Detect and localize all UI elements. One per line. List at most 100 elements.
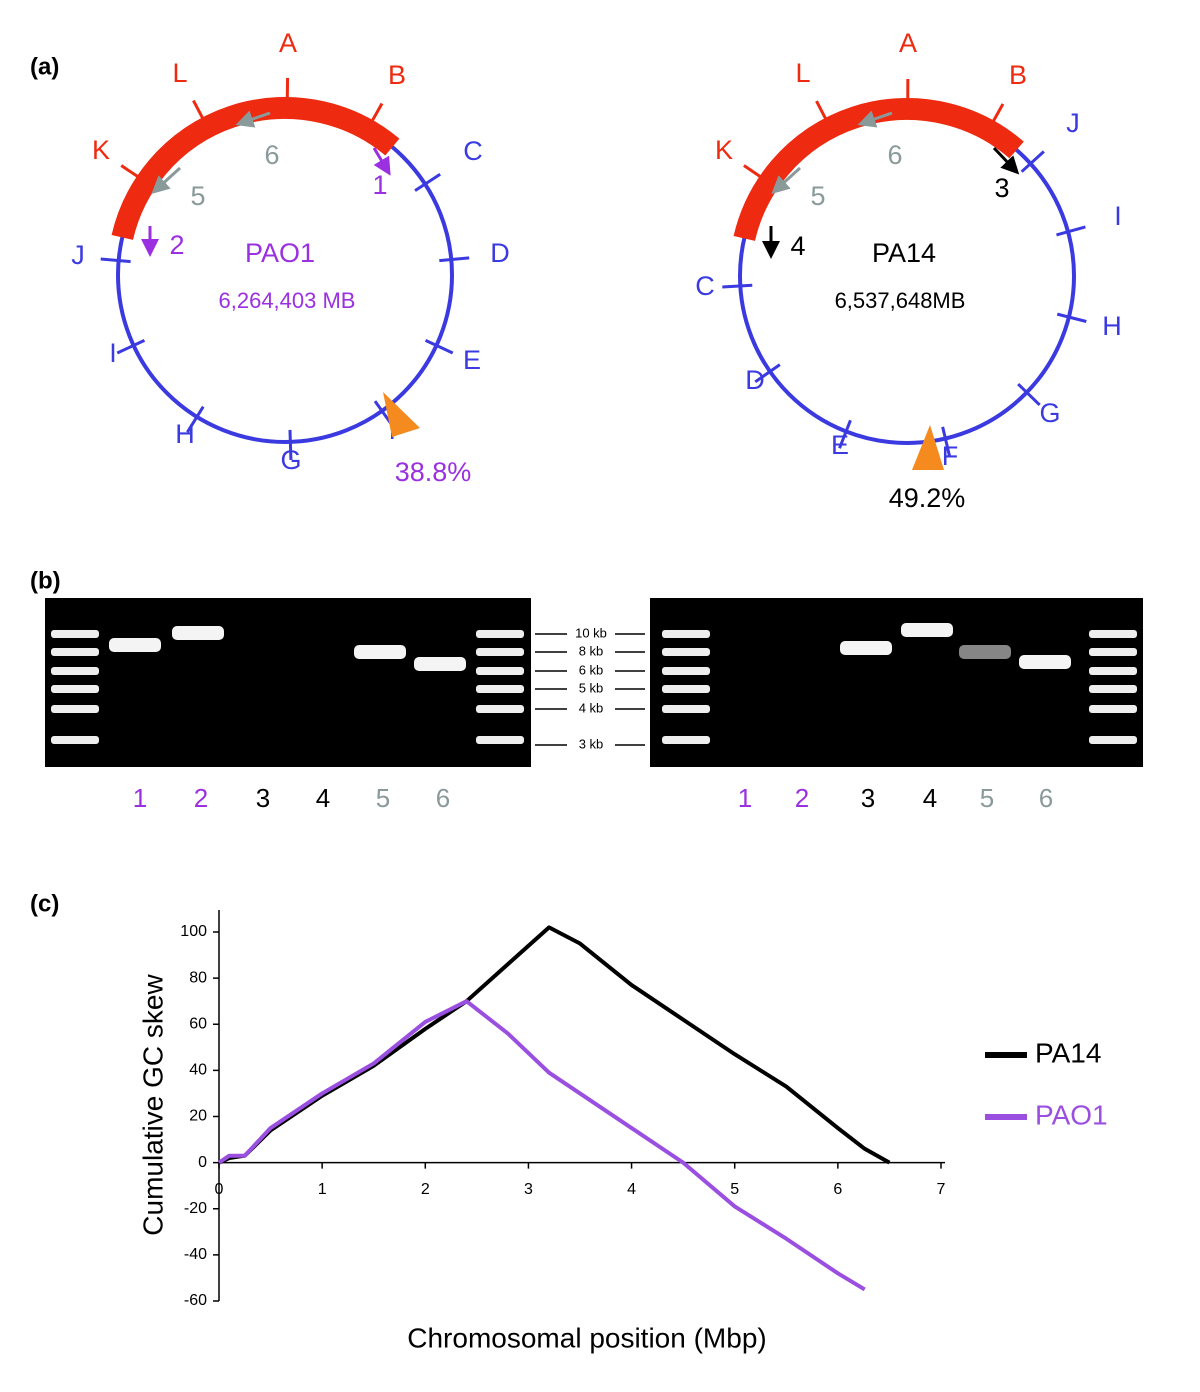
x-tick-label: 7 [937,1181,946,1198]
region-label: G [280,445,301,475]
x-tick-label: 6 [833,1181,842,1198]
ladder-band [476,667,524,675]
sample-band [901,623,953,637]
sample-band [354,645,406,659]
region-tick [121,166,139,178]
lane-label: 3 [256,783,270,813]
y-tick-label: 80 [189,969,207,986]
region-tick [193,101,203,120]
lane-label: 3 [861,783,875,813]
y-tick-label: 40 [189,1062,207,1079]
panel-label: (a) [30,53,59,80]
lane-label: 6 [436,783,450,813]
legend-label: PA14 [1035,1037,1101,1068]
series-line [219,1001,865,1289]
legend-label: PAO1 [1035,1099,1108,1130]
gel [650,598,1143,767]
sample-band [840,641,892,655]
y-tick-label: 0 [198,1154,207,1171]
sample-band [172,626,224,640]
region-label: E [831,430,849,460]
region-label: D [745,365,765,395]
region-tick [1018,384,1040,405]
region-tick [816,101,826,121]
ladder-band [1089,685,1137,693]
y-tick-label: 20 [189,1108,207,1125]
region-label: A [279,28,297,58]
region-label: H [1102,311,1122,341]
y-tick-label: -60 [184,1292,207,1309]
region-label: L [795,58,810,88]
x-tick-label: 0 [215,1181,224,1198]
ladder-band [476,685,524,693]
ladder-band [662,648,710,656]
region-label: A [899,28,917,58]
lane-label: 4 [316,783,330,813]
y-tick-label: -20 [184,1200,207,1217]
genome-size: 6,264,403 MB [219,288,356,313]
ladder-band [662,667,710,675]
x-tick-label: 1 [318,1181,327,1198]
genome-name: PAO1 [245,238,315,268]
series-line [219,927,889,1162]
ladder-band [51,685,99,693]
arrow-label: 4 [790,231,805,261]
region-label: J [1066,108,1080,138]
region-label: E [463,345,481,375]
ladder-band [476,648,524,656]
ladder-band [51,736,99,744]
arrow-label: 3 [994,173,1009,203]
region-label: L [172,58,187,88]
panel-label: (b) [30,567,61,594]
ladder-band [51,705,99,713]
lane-label: 4 [923,783,937,813]
region-label: G [1039,398,1060,428]
ladder-band [476,705,524,713]
region-label: I [109,338,117,368]
ladder-band [51,648,99,656]
region-tick [744,165,762,177]
x-axis-title: Chromosomal position (Mbp) [407,1322,766,1353]
percent: 38.8% [395,457,472,487]
lane-label: 5 [376,783,390,813]
region-label: K [92,135,110,165]
ladder-label: 5 kb [579,680,604,695]
lane-label: 1 [738,783,752,813]
region-label: C [463,136,483,166]
region-label: K [715,135,733,165]
orange-marker [912,425,944,470]
ladder-label: 10 kb [575,625,607,640]
panel-label: (c) [30,890,59,917]
sample-band [109,638,161,652]
arrow-label: 6 [264,140,279,170]
region-label: C [695,271,715,301]
y-tick-label: 100 [180,923,207,940]
ladder-label: 4 kb [579,700,604,715]
lane-label: 5 [980,783,994,813]
genome-size: 6,537,648MB [835,288,966,313]
arrow-label: 1 [372,170,387,200]
ladder-band [1089,630,1137,638]
ladder-label: 3 kb [579,736,604,751]
x-tick-label: 4 [627,1181,636,1198]
ladder-band [662,736,710,744]
lane-label: 6 [1039,783,1053,813]
ladder-band [1089,667,1137,675]
region-label: B [1009,60,1027,90]
y-axis-title: Cumulative GC skew [137,974,168,1236]
region-label: D [490,238,510,268]
lane-label: 2 [194,783,208,813]
y-tick-label: -40 [184,1246,207,1263]
red-arc [744,109,1016,238]
ladder-band [51,667,99,675]
region-tick [371,104,382,123]
region-tick [439,258,469,261]
ladder-band [1089,736,1137,744]
region-tick [1057,314,1086,321]
y-tick-label: 60 [189,1015,207,1032]
region-tick [722,285,752,287]
ladder-band [51,630,99,638]
arrow-label: 2 [169,230,184,260]
ladder-band [476,630,524,638]
